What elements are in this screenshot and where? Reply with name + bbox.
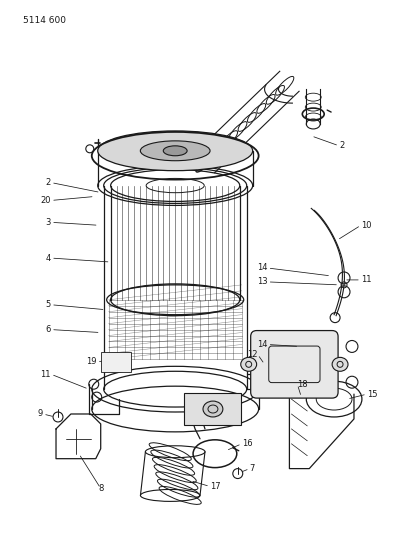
Text: 17: 17 [210,482,221,491]
Ellipse shape [140,141,210,161]
Text: 2: 2 [339,141,344,150]
Ellipse shape [163,146,187,156]
Text: 4: 4 [46,254,51,263]
Text: 5114 600: 5114 600 [23,15,66,25]
Text: 14: 14 [257,340,268,349]
Text: 1: 1 [203,151,208,160]
Text: 11: 11 [361,276,371,285]
Text: 9: 9 [38,409,43,418]
Text: 2: 2 [46,178,51,187]
Text: 14: 14 [257,263,268,272]
Text: 16: 16 [242,439,253,448]
Text: 11: 11 [40,370,51,379]
Text: 6: 6 [46,325,51,334]
Ellipse shape [203,401,223,417]
Text: 15: 15 [367,390,377,399]
Text: 5: 5 [46,300,51,309]
Text: 8: 8 [98,484,103,493]
Text: 18: 18 [297,379,308,389]
Ellipse shape [332,358,348,372]
FancyBboxPatch shape [184,393,241,425]
Text: 20: 20 [40,196,51,205]
Ellipse shape [241,358,257,372]
Ellipse shape [98,131,253,171]
FancyBboxPatch shape [251,330,338,398]
Text: 12: 12 [247,350,257,359]
Text: 13: 13 [257,277,268,286]
Text: 19: 19 [86,357,97,366]
Text: 7: 7 [250,464,255,473]
Text: 10: 10 [361,221,371,230]
FancyBboxPatch shape [101,352,131,372]
Text: 3: 3 [46,218,51,227]
